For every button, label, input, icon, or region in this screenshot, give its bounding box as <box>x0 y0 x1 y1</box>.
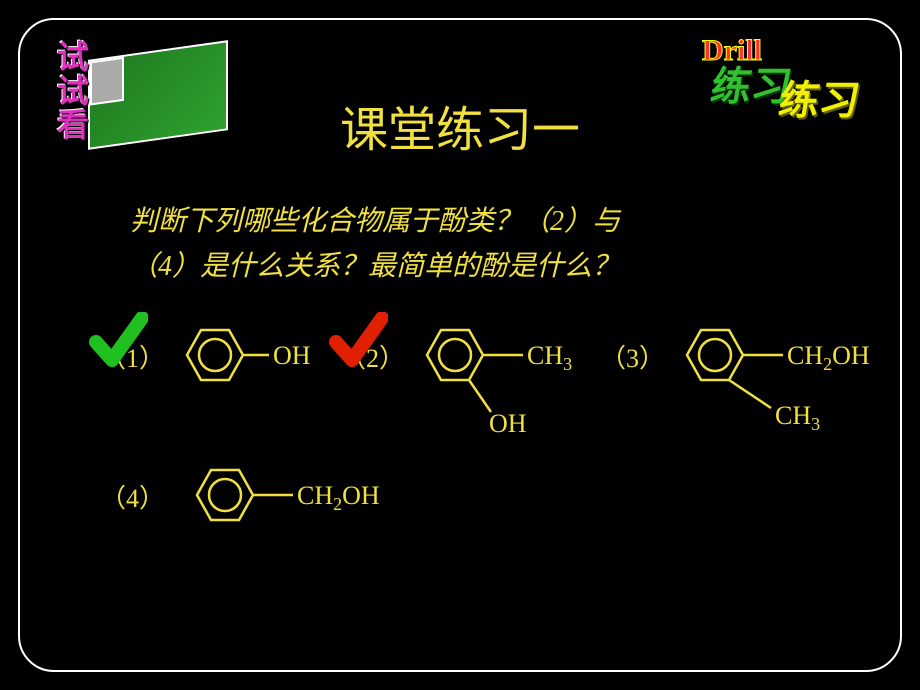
compound-4-number: （4） <box>100 478 165 515</box>
compound-2: （2） CH3 OH <box>340 320 591 440</box>
compound-row-1: （1） OH （2） <box>100 320 880 450</box>
compound-3-number: （3） <box>600 338 665 375</box>
question-line-2: （4）是什么关系？最简单的酚是什么？ <box>130 251 620 282</box>
compound-3-label-ch2oh: CH2OH <box>787 341 870 374</box>
compound-4-label-ch2oh: CH2OH <box>297 481 380 514</box>
compound-3-label-ch3: CH3 <box>775 401 820 434</box>
compound-grid: （1） OH （2） <box>100 320 880 550</box>
compound-2-label-ch3: CH3 <box>527 341 572 374</box>
compound-1-label-oh: OH <box>273 341 311 370</box>
question-text: 判断下列哪些化合物属于酚类？（2）与 （4）是什么关系？最简单的酚是什么？ <box>130 200 790 290</box>
check-icon-red <box>328 312 388 372</box>
check-icon-green <box>88 312 148 372</box>
compound-2-label-oh: OH <box>489 409 527 438</box>
compound-1-structure: OH <box>171 320 311 390</box>
question-line-1: 判断下列哪些化合物属于酚类？（2）与 <box>130 206 620 237</box>
compound-2-structure: CH3 OH <box>411 320 591 440</box>
compound-4: （4） CH2OH <box>100 460 411 530</box>
compound-row-2: （4） CH2OH <box>100 450 880 550</box>
slide-title: 课堂练习一 <box>0 90 920 160</box>
compound-1: （1） OH <box>100 320 311 390</box>
compound-3: （3） CH2OH CH3 <box>600 320 901 440</box>
compound-3-structure: CH2OH CH3 <box>671 320 901 440</box>
compound-4-structure: CH2OH <box>171 460 411 530</box>
